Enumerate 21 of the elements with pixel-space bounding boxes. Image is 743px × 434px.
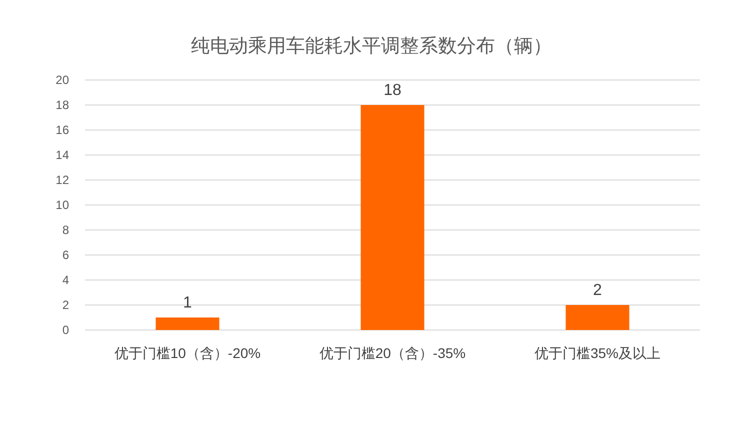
data-label: 2 <box>593 282 602 299</box>
y-tick-label: 20 <box>56 73 70 87</box>
bar <box>360 105 424 330</box>
data-label: 18 <box>384 82 402 99</box>
y-tick-label: 0 <box>62 323 70 337</box>
data-label: 1 <box>183 294 192 312</box>
bar <box>566 305 630 330</box>
x-tick-label: 优于门槛10（含）-20% <box>114 345 261 361</box>
y-tick-label: 8 <box>62 223 70 237</box>
y-tick-label: 2 <box>62 298 70 312</box>
y-tick-label: 6 <box>62 248 70 262</box>
y-tick-label: 4 <box>62 273 70 287</box>
y-tick-label: 10 <box>56 198 70 212</box>
y-tick-label: 18 <box>56 98 70 112</box>
chart-title: 纯电动乘用车能耗水平调整系数分布（辆） <box>191 36 552 57</box>
x-tick-label: 优于门槛20（含）-35% <box>319 345 466 361</box>
x-tick-label: 优于门槛35%及以上 <box>534 345 661 361</box>
y-tick-label: 16 <box>56 123 70 137</box>
bar <box>156 318 220 330</box>
y-tick-label: 12 <box>56 173 70 187</box>
y-tick-label: 14 <box>56 148 70 162</box>
